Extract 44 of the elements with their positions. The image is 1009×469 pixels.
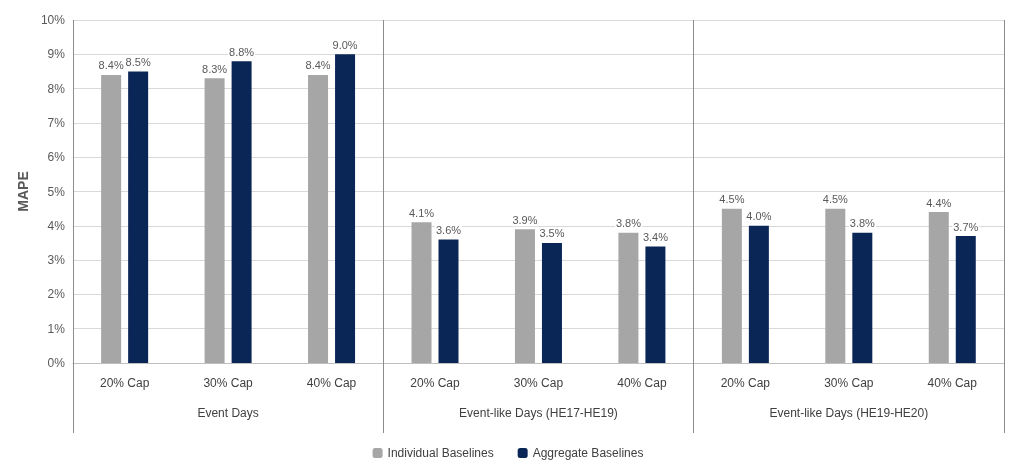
data-label: 3.5% [539, 227, 565, 240]
data-label: 3.9% [512, 213, 538, 226]
y-tick-label: 10% [40, 13, 66, 27]
y-tick-label: 6% [47, 150, 66, 165]
y-tick-label: 7% [47, 115, 66, 130]
x-tick-label: 20% Cap [410, 376, 461, 390]
data-label: 3.6% [435, 224, 462, 237]
data-label: 8.8% [229, 45, 255, 58]
x-tick-label: 40% Cap [306, 376, 357, 390]
x-tick-label: 20% Cap [99, 376, 150, 390]
text: Event-like Days (HE19-HE20) [769, 406, 929, 420]
x-tick-label: 20% Cap [720, 376, 771, 390]
y-tick-label: 2% [47, 287, 66, 302]
y-tick-label: 1% [47, 321, 66, 336]
x-tick-label: 30% Cap [824, 376, 874, 390]
text: Event Days [197, 406, 259, 420]
data-label: 4.4% [926, 196, 952, 209]
text: Event-like Days (HE17-HE19) [459, 406, 618, 420]
y-axis-title: MAPE [15, 171, 31, 212]
y-tick-label: 4% [47, 218, 66, 233]
data-label: 8.5% [125, 55, 151, 68]
y-tick-label: 5% [47, 184, 66, 199]
data-label: 8.4% [305, 59, 331, 72]
data-label: 4.5% [822, 193, 849, 206]
x-tick-label: 40% Cap [617, 376, 667, 390]
data-label: 3.8% [849, 217, 876, 230]
y-tick-label: 8% [47, 81, 66, 96]
data-label: 4.5% [719, 193, 745, 206]
data-label: 9.0% [332, 38, 358, 51]
data-label: 3.8% [615, 217, 642, 230]
x-tick-label: 30% Cap [203, 376, 254, 390]
y-tick-label: 0% [47, 356, 66, 370]
legend-label: Individual Baselines [387, 446, 494, 460]
y-tick-label: 9% [47, 47, 66, 62]
data-label: 4.0% [746, 210, 772, 223]
x-tick-label: 40% Cap [927, 376, 978, 390]
legend-label: Aggregate Baselines [532, 446, 644, 460]
data-label: 3.4% [642, 230, 669, 243]
data-label: 3.7% [953, 220, 979, 233]
data-label: 8.3% [202, 62, 228, 75]
data-label: 8.4% [98, 59, 124, 72]
data-label: 4.1% [408, 206, 435, 219]
x-tick-label: 30% Cap [513, 376, 564, 390]
y-tick-label: 3% [47, 253, 66, 268]
